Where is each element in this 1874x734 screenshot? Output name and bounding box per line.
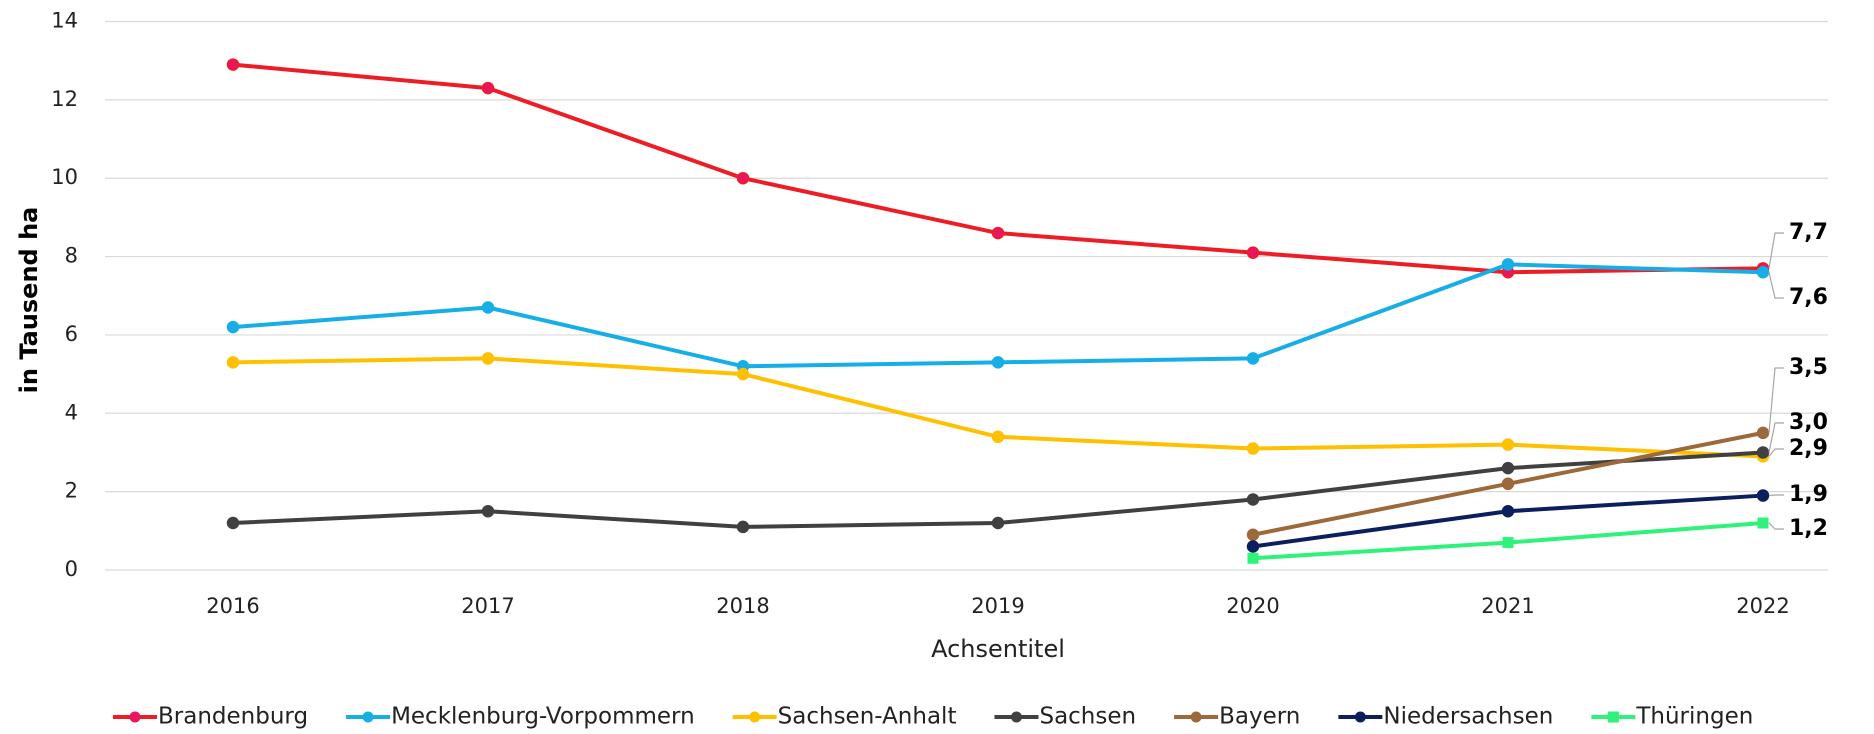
marker (226, 58, 240, 71)
leader-line (1768, 448, 1784, 457)
marker (736, 367, 750, 381)
data-label: 7,6 (1789, 285, 1828, 310)
marker (1246, 528, 1260, 541)
marker (1502, 537, 1514, 549)
x-tick-label: 2017 (461, 594, 514, 618)
legend-label: Bayern (1219, 704, 1300, 730)
marker (1246, 352, 1260, 365)
leader-line (1768, 494, 1784, 497)
legend-label: Thüringen (1635, 704, 1753, 730)
data-label: 3,5 (1789, 355, 1828, 380)
y-tick-label: 8 (65, 244, 78, 268)
legend-item: Sachsen-Anhalt (732, 704, 957, 730)
leader-line (1768, 367, 1784, 433)
legend-marker (1607, 711, 1619, 723)
marker (481, 352, 495, 365)
marker (991, 430, 1005, 444)
marker (481, 81, 495, 95)
legend-label: Brandenburg (158, 704, 308, 730)
marker (1756, 265, 1770, 279)
leader-line (1768, 272, 1784, 299)
legend-item: Mecklenburg-Vorpommern (346, 704, 695, 730)
x-tick-label: 2020 (1226, 594, 1279, 618)
marker (481, 504, 495, 518)
marker (1501, 438, 1515, 451)
data-label: 1,9 (1789, 482, 1828, 507)
data-label: 2,9 (1789, 436, 1828, 461)
legend-marker (129, 711, 141, 723)
marker (1246, 493, 1260, 506)
marker (1246, 442, 1260, 455)
leader-line (1768, 522, 1784, 530)
marker (991, 516, 1005, 530)
marker (991, 226, 1005, 240)
marker (1501, 504, 1515, 518)
legend-item: Thüringen (1591, 704, 1753, 730)
y-tick-label: 14 (51, 9, 78, 33)
marker (1246, 246, 1260, 259)
y-tick-label: 4 (65, 400, 78, 424)
legend-label: Niedersachsen (1383, 704, 1553, 730)
marker (736, 520, 750, 534)
data-label: 3,0 (1789, 410, 1828, 435)
x-tick-label: 2016 (206, 594, 259, 618)
legend-item: Niedersachsen (1338, 704, 1553, 730)
legend-marker (1190, 711, 1202, 723)
data-label: 1,2 (1789, 516, 1828, 541)
line (232, 450, 1764, 529)
y-tick-label: 12 (51, 87, 78, 111)
marker (1246, 540, 1260, 553)
legend-item: Bayern (1174, 704, 1300, 730)
leader-line (1768, 232, 1784, 269)
x-axis-title: Achsentitel (931, 635, 1065, 663)
line (232, 62, 1764, 275)
y-tick-label: 2 (65, 479, 78, 503)
legend-item: Brandenburg (113, 704, 308, 730)
legend-marker (749, 711, 761, 723)
marker (736, 171, 750, 185)
legend-label: Sachsen (1039, 704, 1136, 730)
marker (1756, 489, 1770, 502)
x-tick-label: 2019 (971, 594, 1024, 618)
x-tick-label: 2021 (1481, 594, 1534, 618)
y-tick-label: 0 (65, 557, 78, 581)
marker (1757, 517, 1769, 529)
marker (226, 516, 240, 530)
marker (1501, 461, 1515, 475)
legend-item: Sachsen (994, 704, 1136, 730)
y-tick-label: 6 (65, 322, 78, 346)
x-tick-label: 2022 (1736, 594, 1789, 618)
marker (226, 320, 240, 334)
marker (481, 301, 495, 314)
marker (991, 356, 1005, 369)
legend-label: Sachsen-Anhalt (778, 704, 957, 730)
marker (1247, 552, 1259, 564)
legend-marker (1010, 711, 1022, 723)
marker (1756, 446, 1770, 459)
leader-line (1768, 422, 1784, 453)
y-axis-title: in Tausend ha (15, 207, 43, 394)
legend-marker (362, 711, 374, 723)
marker (1501, 258, 1515, 271)
data-label: 7,7 (1789, 220, 1828, 245)
y-tick-label: 10 (51, 165, 78, 189)
legend-label: Mecklenburg-Vorpommern (391, 704, 695, 730)
line (232, 262, 1764, 369)
marker (226, 356, 240, 369)
x-tick-label: 2018 (716, 594, 769, 618)
marker (1756, 426, 1770, 440)
legend-marker (1354, 711, 1366, 723)
marker (1501, 477, 1515, 491)
